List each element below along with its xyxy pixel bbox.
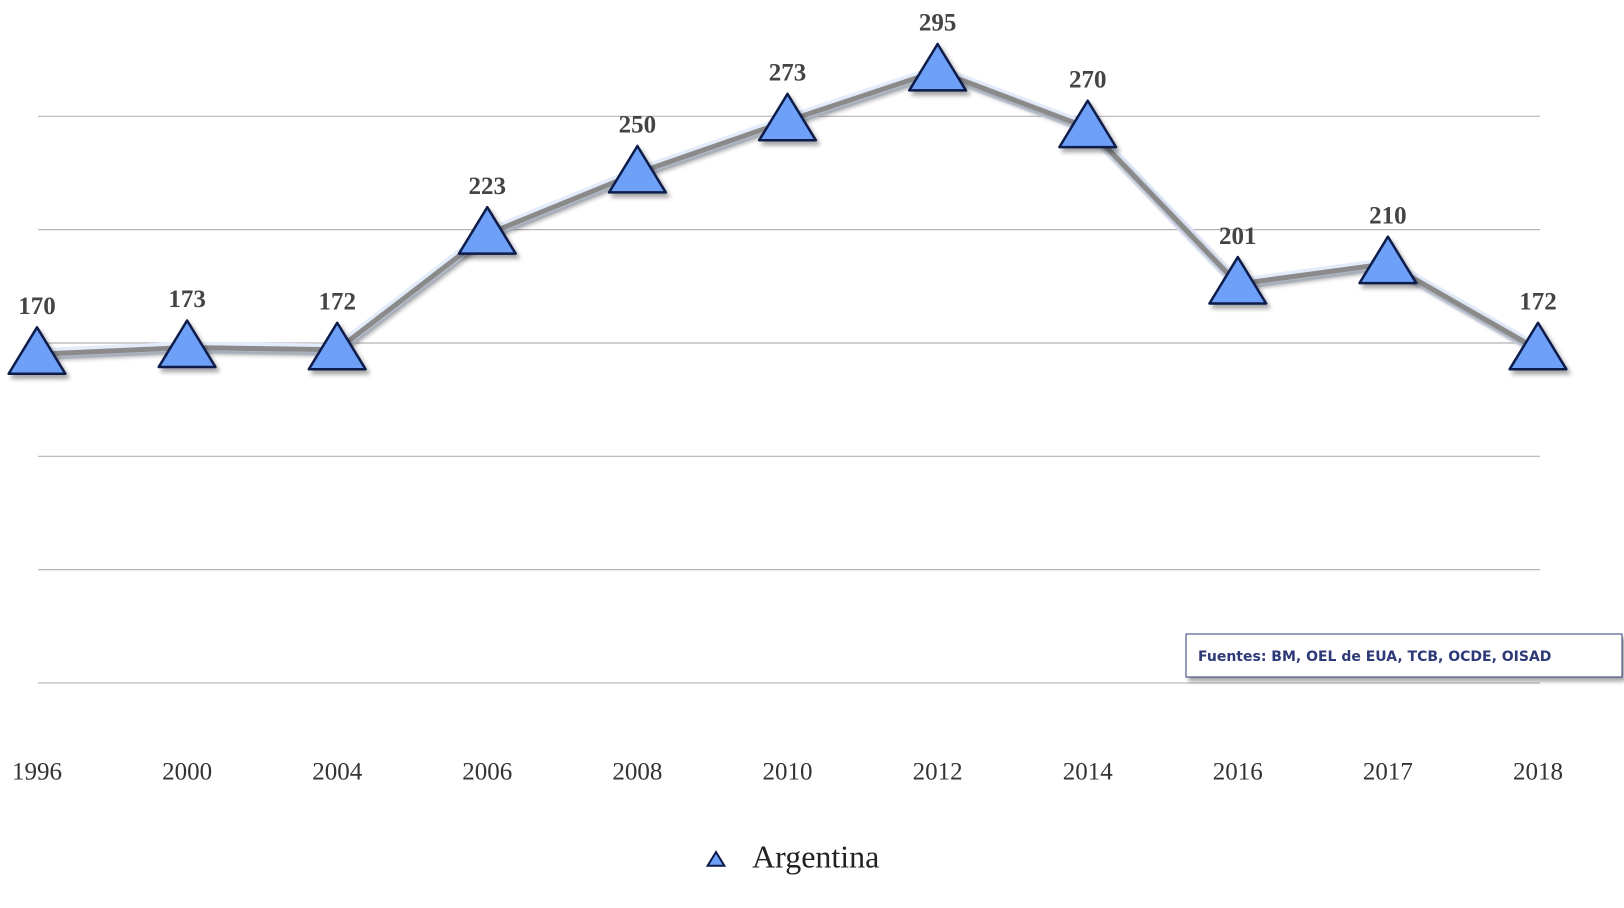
value-label: 250 [619,112,657,139]
legend-label: Argentina [752,838,879,874]
x-tick-label: 1996 [12,759,62,786]
x-tick-label: 2004 [312,759,363,786]
x-tick-label: 2010 [763,759,813,786]
x-tick-label: 2000 [162,759,212,786]
marker [908,42,968,92]
x-tick-label: 2014 [1063,759,1114,786]
annotation-box [1185,633,1623,678]
value-label: 295 [919,10,957,37]
marker [307,321,367,371]
marker [1358,235,1418,285]
value-label: 201 [1219,223,1257,250]
marker [157,319,217,369]
legend-marker [705,850,727,867]
x-tick-label: 2016 [1213,759,1263,786]
marker [1508,321,1568,371]
annotation: Fuentes: BM, OEL de EUA, TCB, OCDE, OISA… [1198,649,1551,665]
marker [7,326,67,375]
marker [757,92,818,142]
marker [457,205,517,255]
x-tick-label: 2012 [913,759,963,786]
marker [607,144,667,194]
value-label: 273 [769,60,807,87]
marker [1058,99,1118,149]
value-label: 172 [1519,289,1557,316]
x-tick-label: 2008 [612,759,662,786]
x-tick-label: 2017 [1363,759,1413,786]
x-tick-label: 2018 [1513,759,1563,786]
value-label: 210 [1369,202,1407,229]
value-label: 223 [469,173,507,200]
value-label: 270 [1069,66,1107,93]
value-label: 172 [318,289,356,316]
x-tick-label: 2006 [462,759,512,786]
marker [1208,255,1268,305]
value-label: 170 [18,293,56,320]
value-label: 173 [168,286,206,313]
